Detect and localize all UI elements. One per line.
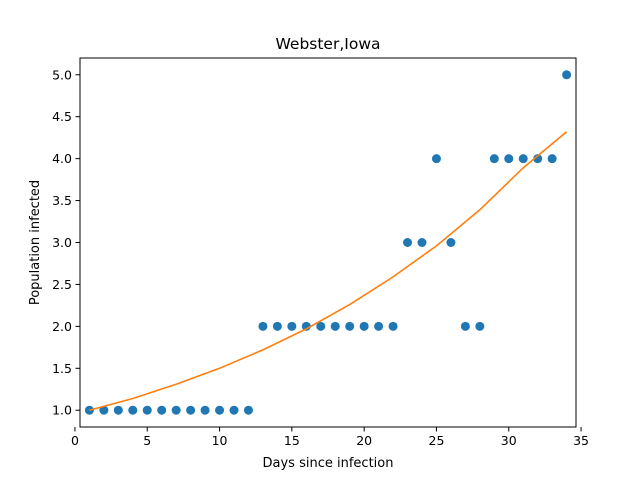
scatter-series xyxy=(84,70,572,415)
y-tick-label: 1.0 xyxy=(52,403,72,418)
y-tick-label: 3.0 xyxy=(52,235,72,250)
data-point xyxy=(489,154,499,164)
y-tick-label: 5.0 xyxy=(52,67,72,82)
data-point xyxy=(200,405,210,415)
x-tick-label: 30 xyxy=(501,433,517,448)
data-point xyxy=(475,321,485,331)
data-point xyxy=(229,405,239,415)
data-point xyxy=(301,321,311,331)
data-point xyxy=(186,405,196,415)
x-tick-label: 0 xyxy=(71,433,79,448)
y-tick-label: 4.5 xyxy=(52,109,72,124)
data-point xyxy=(345,321,355,331)
data-point xyxy=(287,321,297,331)
x-tick-label: 35 xyxy=(573,433,589,448)
data-point xyxy=(215,405,225,415)
data-point xyxy=(504,154,514,164)
y-axis-ticks: 1.0 1.5 2.0 2.5 3.0 3.5 4.0 4.5 5.0 xyxy=(52,67,80,418)
data-point xyxy=(403,238,413,247)
data-point xyxy=(547,154,557,164)
data-point xyxy=(533,154,543,164)
x-tick-label: 20 xyxy=(356,433,372,448)
data-point xyxy=(518,154,528,164)
data-point xyxy=(388,321,398,331)
x-tick-label: 15 xyxy=(284,433,300,448)
y-tick-label: 2.0 xyxy=(52,319,72,334)
y-axis-label: Population infected xyxy=(28,180,43,305)
data-point xyxy=(316,321,326,331)
data-point xyxy=(142,405,152,415)
data-point xyxy=(417,238,427,247)
data-point xyxy=(359,321,369,331)
data-point xyxy=(374,321,384,331)
x-tick-label: 25 xyxy=(429,433,445,448)
data-point xyxy=(113,405,123,415)
data-point xyxy=(128,405,138,415)
y-tick-label: 1.5 xyxy=(52,361,72,376)
data-point xyxy=(157,405,167,415)
data-point xyxy=(171,405,181,415)
data-point xyxy=(272,321,282,331)
y-tick-label: 2.5 xyxy=(52,277,72,292)
data-point xyxy=(431,154,441,164)
chart-title: Webster,Iowa xyxy=(275,35,380,53)
fit-curve-line xyxy=(89,131,568,412)
data-point xyxy=(446,238,456,247)
x-axis-ticks: 0 5 10 15 20 25 30 35 xyxy=(71,427,589,448)
y-tick-label: 4.0 xyxy=(52,151,72,166)
x-axis-label: Days since infection xyxy=(263,456,394,471)
data-point xyxy=(243,405,253,415)
data-point xyxy=(330,321,340,331)
data-point xyxy=(562,70,572,80)
data-point xyxy=(460,321,470,331)
plot-area xyxy=(84,70,572,415)
data-point xyxy=(99,405,109,415)
y-tick-label: 3.5 xyxy=(52,193,72,208)
data-point xyxy=(258,321,268,331)
x-tick-label: 10 xyxy=(212,433,228,448)
x-tick-label: 5 xyxy=(143,433,151,448)
